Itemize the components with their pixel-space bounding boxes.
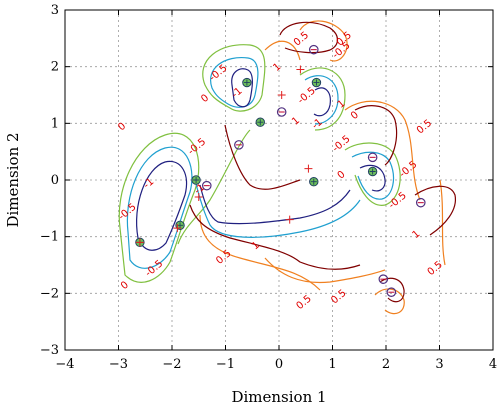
contour-lines: [118, 20, 457, 315]
class1-marker-cross: [313, 79, 320, 86]
contour-line-0.5: [299, 20, 348, 62]
contour-label: -0.5: [397, 159, 419, 180]
class1-marker-cross: [177, 222, 184, 229]
y-tick-label: 3: [51, 3, 59, 18]
contour-label: 0: [119, 279, 131, 292]
y-tick-label: −1: [40, 230, 59, 245]
contour-label: 1: [271, 61, 283, 74]
data-point-plus: [285, 215, 294, 224]
y-tick-label: −2: [40, 286, 59, 301]
contour-line--1: [136, 160, 187, 251]
contour-line--0.5: [210, 56, 259, 108]
class1-marker-cross: [369, 168, 376, 175]
contour-label: -0.5: [208, 63, 230, 84]
contour-line-0.5: [264, 40, 301, 61]
contour-line-0.5: [199, 214, 321, 291]
support-vector-class2: [276, 107, 287, 117]
contour-line--1: [313, 87, 331, 117]
contour-line-0.5: [344, 100, 421, 201]
y-axis-label: Dimension 2: [4, 132, 22, 227]
contour-label: -0.5: [296, 85, 318, 106]
contour-line-0: [299, 67, 346, 131]
contour-label: 1: [411, 228, 423, 241]
y-tick-label: −3: [40, 343, 59, 358]
x-tick-label: −2: [162, 357, 181, 372]
x-tick-label: 1: [328, 357, 336, 372]
contour-line-1: [189, 204, 361, 270]
x-tick-label: 3: [435, 357, 443, 372]
contour-label: 1: [336, 98, 348, 111]
contour-line-1: [354, 105, 398, 166]
contour-label: 0.5: [426, 259, 445, 278]
contour-label: 0: [336, 169, 348, 182]
x-tick-label: −3: [109, 357, 128, 372]
contour-line-1: [224, 124, 301, 190]
contour-label: -1: [142, 176, 157, 191]
contour-line-0: [118, 132, 200, 283]
data-point-plus: [277, 91, 286, 99]
class1-marker-cross: [257, 119, 264, 126]
data-point-plus: [135, 238, 144, 247]
data-point-plus: [194, 193, 203, 201]
class1-marker-cross: [310, 178, 317, 185]
support-vector-class2: [201, 180, 212, 191]
contour-line--1: [359, 164, 386, 192]
y-tick-label: 2: [51, 60, 59, 75]
contour-line-0.5: [374, 288, 405, 315]
contour-line-0: [344, 142, 401, 206]
x-tick-label: −4: [55, 357, 74, 372]
contour-label: 0: [199, 92, 211, 105]
contour-line--1: [231, 68, 253, 108]
contour-label: 1: [250, 240, 262, 253]
contour-line--0.5: [194, 179, 361, 238]
contour-label: 0.5: [214, 248, 233, 267]
contour-line--0.5: [126, 146, 193, 269]
x-tick-label: −1: [216, 357, 235, 372]
contour-line--0.5: [351, 151, 395, 200]
contour-label: 1: [290, 115, 302, 128]
x-tick-label: 0: [275, 357, 283, 372]
contour-label: 0: [349, 109, 361, 122]
grid: [65, 10, 493, 350]
support-vector-class2: [308, 44, 319, 55]
support-vector-class2: [234, 140, 244, 150]
data-point-plus: [173, 224, 182, 233]
contour-line-0: [202, 44, 266, 112]
support-vector-class2: [386, 287, 397, 297]
contour-label: 0.5: [415, 118, 434, 137]
contour-line--1: [199, 184, 351, 225]
contour-line--0.5: [304, 75, 339, 125]
contour-line-0: [177, 129, 251, 245]
contour-label: 0: [116, 121, 128, 134]
contour-line-0.5: [264, 257, 386, 284]
support-vector-class2: [415, 197, 426, 208]
x-axis-label: Dimension 1: [231, 388, 326, 406]
data-point-plus: [296, 65, 305, 74]
support-vector-class2: [367, 152, 378, 163]
contour-label: 0.5: [292, 30, 311, 49]
contour-label: -0.5: [331, 134, 353, 155]
x-tick-label: 2: [382, 357, 390, 372]
contour-line-1: [279, 21, 339, 54]
contour-label: 0.5: [295, 293, 314, 312]
x-tick-label: 4: [489, 357, 497, 372]
support-vector-markers: [135, 44, 426, 297]
class1-marker-cross: [243, 79, 250, 86]
contour-line-1: [414, 185, 457, 236]
data-point-plus: [304, 164, 313, 173]
contour-line-1: [379, 277, 405, 303]
support-vector-class2: [378, 274, 389, 284]
class1-marker-cross: [193, 177, 200, 183]
y-tick-label: 1: [51, 116, 59, 131]
y-tick-label: 0: [51, 173, 59, 188]
